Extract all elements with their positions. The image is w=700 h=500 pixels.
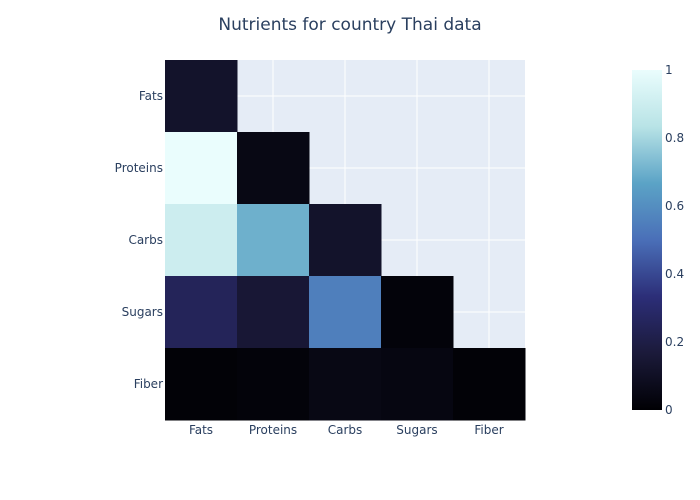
x-tick-label: Carbs: [328, 423, 363, 437]
colorbar-tick-label: 0.8: [665, 131, 684, 145]
colorbar-tick-label: 0.4: [665, 267, 684, 281]
heatmap-cell-fiber-fats: [165, 348, 238, 421]
y-tick-label: Fats: [139, 89, 163, 103]
x-tick-label: Sugars: [396, 423, 437, 437]
heatmap-cell-fiber-sugars: [381, 348, 454, 421]
heatmap-cell-sugars-sugars: [381, 276, 454, 349]
colorbar-tick-label: 0.2: [665, 335, 684, 349]
y-tick-label: Carbs: [128, 233, 163, 247]
y-axis: Fats Proteins Carbs Sugars Fiber: [115, 89, 163, 391]
x-tick-label: Proteins: [249, 423, 297, 437]
colorbar: 0 0.2 0.4 0.6 0.8 1: [632, 63, 684, 417]
heatmap-cell-carbs-fats: [165, 204, 238, 277]
colorbar-tick-label: 0.6: [665, 199, 684, 213]
heatmap-cell-fiber-proteins: [237, 348, 310, 421]
x-axis: Fats Proteins Carbs Sugars Fiber: [189, 423, 504, 437]
heatmap-cell-fiber-fiber: [453, 348, 526, 421]
colorbar-gradient: [632, 70, 662, 410]
heatmap-cell-sugars-carbs: [309, 276, 382, 349]
heatmap-cell-proteins-fats: [165, 132, 238, 205]
y-tick-label: Proteins: [115, 161, 163, 175]
heatmap-cell-fats-fats: [165, 60, 238, 133]
heatmap-cells: [165, 60, 526, 421]
heatmap-cell-carbs-carbs: [309, 204, 382, 277]
heatmap-cell-proteins-proteins: [237, 132, 310, 205]
heatmap-cell-fiber-carbs: [309, 348, 382, 421]
heatmap-cell-carbs-proteins: [237, 204, 310, 277]
x-tick-label: Fats: [189, 423, 213, 437]
y-tick-label: Sugars: [122, 305, 163, 319]
colorbar-tick-label: 0: [665, 403, 673, 417]
colorbar-tick-label: 1: [665, 63, 673, 77]
x-tick-label: Fiber: [474, 423, 503, 437]
heatmap-cell-sugars-fats: [165, 276, 238, 349]
y-tick-label: Fiber: [134, 377, 163, 391]
heatmap-cell-sugars-proteins: [237, 276, 310, 349]
chart-title: Nutrients for country Thai data: [218, 15, 481, 35]
